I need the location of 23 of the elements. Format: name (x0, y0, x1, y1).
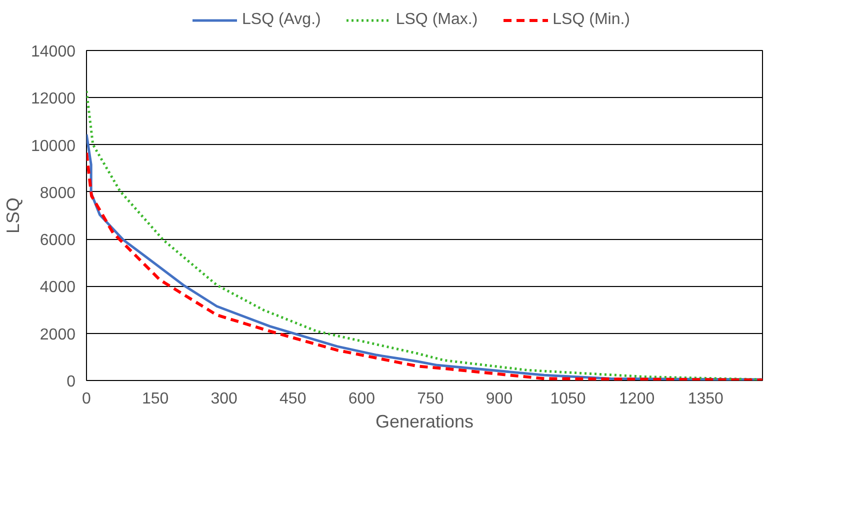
y-tick-label: 8000 (40, 184, 76, 202)
legend-label: LSQ (Avg.) (242, 11, 321, 29)
y-tick-label: 0 (66, 374, 76, 390)
y-axis-title: LSQ (3, 197, 24, 234)
legend-label: LSQ (Max.) (396, 11, 478, 29)
x-tick-label: 600 (348, 390, 376, 408)
y-tick-label: 4000 (40, 279, 76, 296)
x-tick-label: 1200 (619, 390, 655, 408)
y-tick-label: 2000 (40, 326, 76, 344)
x-tick-label: 0 (82, 390, 92, 408)
x-axis-title: Generations (375, 412, 474, 432)
y-tick-label: 6000 (40, 232, 76, 250)
y-tick-label: 10000 (31, 138, 76, 155)
x-tick-label: 450 (280, 390, 306, 408)
x-tick-label: 750 (417, 390, 444, 408)
x-tick-label: 1050 (550, 390, 586, 408)
x-tick-label: 1350 (688, 390, 724, 408)
x-tick-label: 900 (486, 390, 513, 408)
y-tick-label: 12000 (31, 90, 76, 108)
x-tick-label: 300 (210, 390, 238, 408)
y-tick-label: 14000 (31, 44, 76, 60)
x-tick-label: 150 (142, 390, 169, 408)
legend-label: LSQ (Min.) (552, 11, 630, 29)
